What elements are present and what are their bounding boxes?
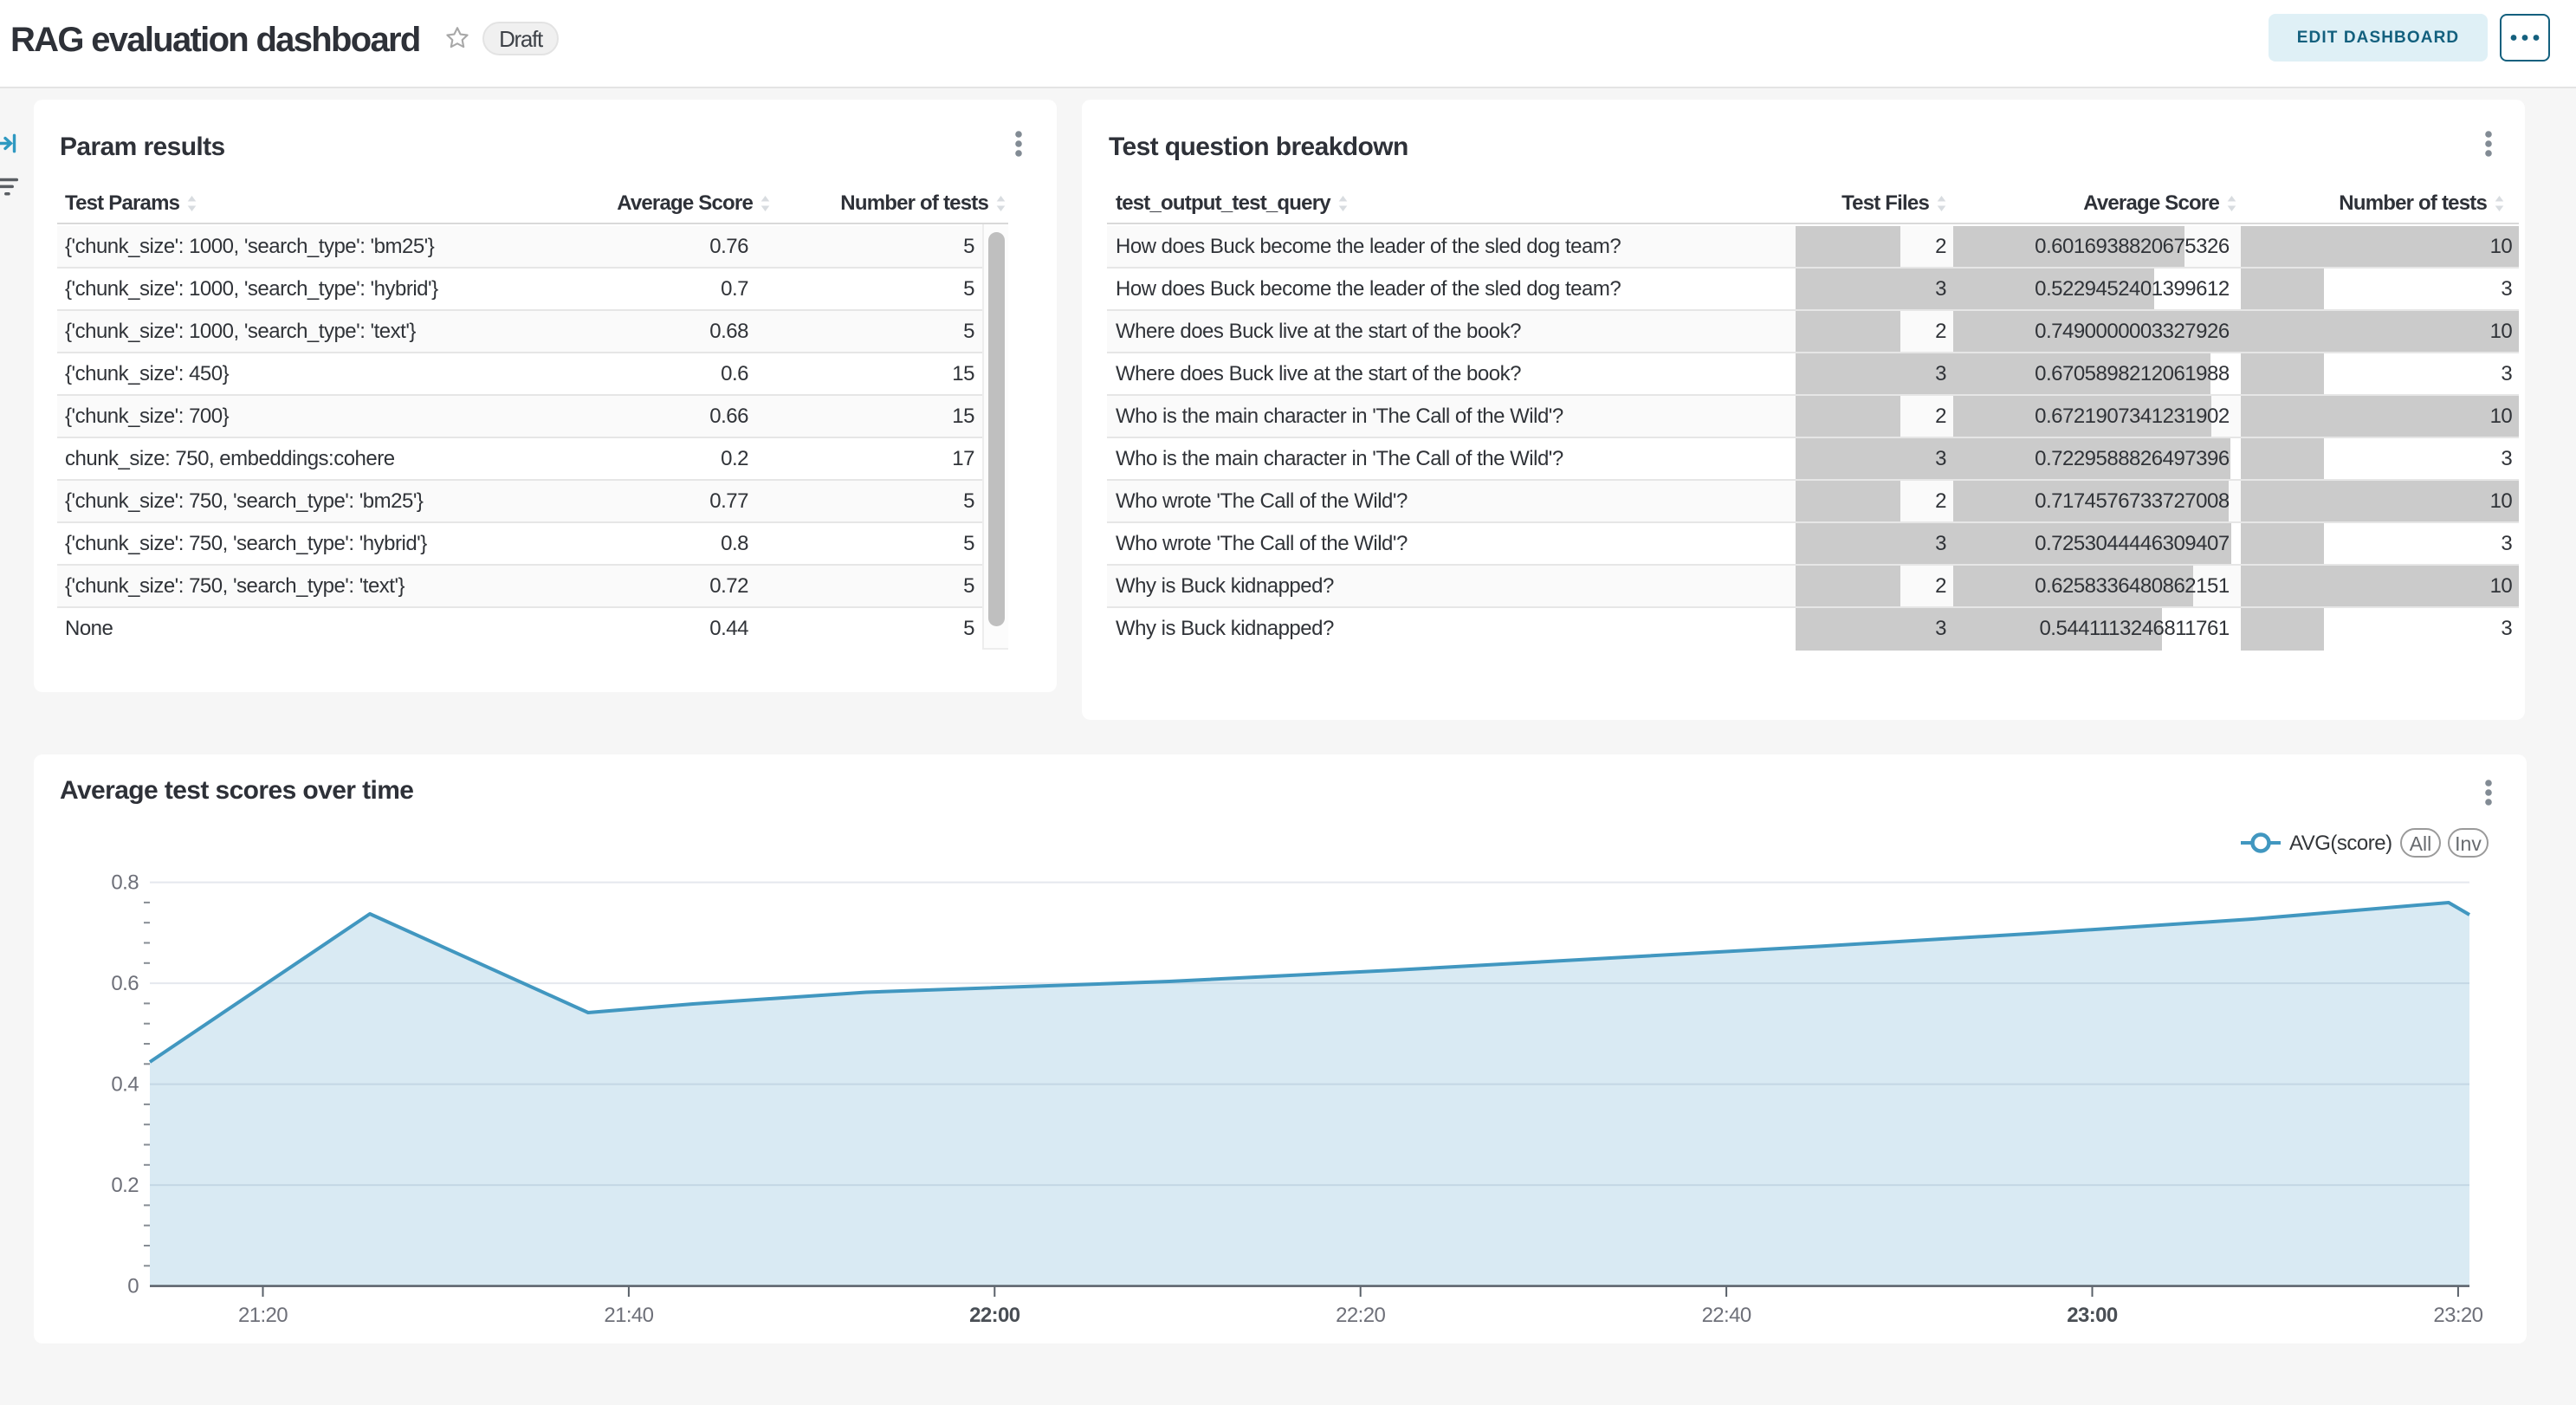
svg-text:0.6: 0.6	[111, 972, 139, 995]
svg-text:0: 0	[127, 1275, 139, 1298]
svg-text:21:20: 21:20	[238, 1304, 288, 1327]
svg-text:22:00: 22:00	[969, 1304, 1020, 1327]
svg-text:0.8: 0.8	[111, 871, 139, 895]
svg-text:All: All	[2410, 832, 2432, 855]
svg-text:22:40: 22:40	[1702, 1304, 1751, 1327]
svg-text:AVG(score): AVG(score)	[2289, 832, 2392, 855]
svg-text:0.2: 0.2	[111, 1174, 139, 1197]
svg-text:0.4: 0.4	[111, 1073, 139, 1097]
svg-text:21:40: 21:40	[604, 1304, 653, 1327]
svg-text:23:00: 23:00	[2067, 1304, 2118, 1327]
svg-text:22:20: 22:20	[1336, 1304, 1385, 1327]
svg-text:23:20: 23:20	[2433, 1304, 2482, 1327]
svg-text:Inv: Inv	[2455, 832, 2482, 855]
